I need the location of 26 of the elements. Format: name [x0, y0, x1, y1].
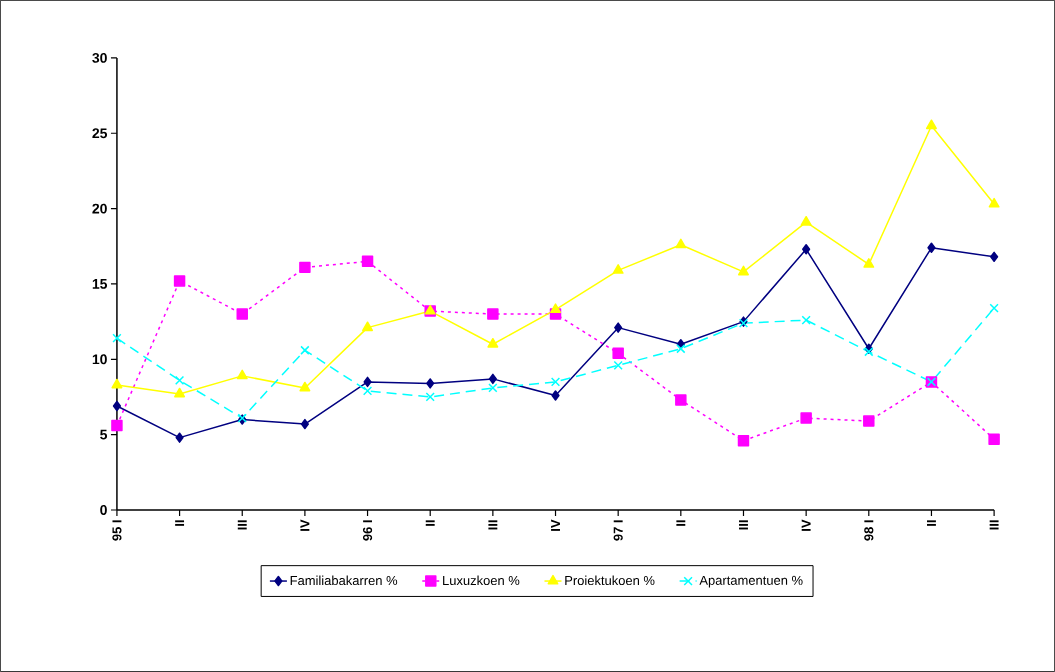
x-tick-label: III [488, 520, 498, 530]
y-tick-label: 30 [92, 52, 107, 63]
legend-label: Apartamentuen % [699, 575, 803, 588]
x-tick-label: II [175, 520, 185, 526]
x-tick-label: 96 I [362, 520, 373, 541]
y-tick-label: 15 [92, 279, 108, 289]
x-tick-label: II [676, 520, 686, 526]
x-tick-label: II [927, 520, 936, 526]
x-tick-label: IV [801, 519, 811, 531]
legend-label: Proiektukoen % [565, 575, 655, 586]
x-tick-label: II [425, 520, 435, 526]
legend-label: Luxuzkoen % [443, 575, 520, 586]
y-tick-label: 5 [100, 429, 108, 440]
y-tick-label: 20 [92, 203, 107, 214]
x-tick-label: 95 I [112, 520, 122, 541]
x-tick-label: 97 I [613, 520, 623, 541]
x-tick-label: IV [551, 519, 560, 531]
legend-label: Familiabakarren % [290, 575, 398, 586]
x-tick-label: 98 I [864, 520, 874, 541]
x-tick-label: III [739, 520, 748, 530]
x-tick-label: IV [300, 519, 310, 531]
y-tick-label: 25 [92, 128, 108, 139]
y-tick-label: 10 [92, 354, 107, 365]
x-tick-label: III [237, 520, 247, 530]
y-tick-label: 0 [100, 505, 107, 515]
x-tick-label: III [989, 520, 999, 530]
